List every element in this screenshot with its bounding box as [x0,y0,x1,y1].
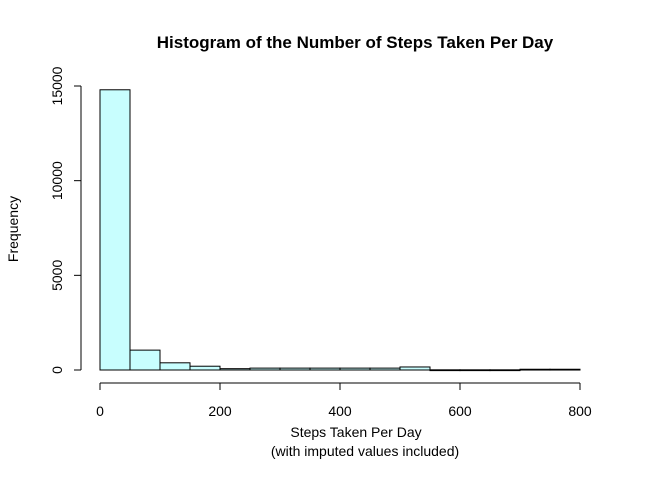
histogram-bar [489,369,521,372]
y-tick-label: 5000 [49,260,65,291]
histogram-bar [159,362,191,371]
histogram-bar [429,369,461,372]
y-tick-label: 15000 [49,66,65,105]
chart-title: Histogram of the Number of Steps Taken P… [157,33,554,52]
x-axis-sublabel: (with imputed values included) [271,443,459,459]
x-axis-label: Steps Taken Per Day [290,424,421,440]
histogram-bar [99,89,131,371]
x-tick-label: 600 [448,403,472,419]
histogram-bar [339,367,371,371]
x-tick-label: 800 [568,403,592,419]
x-tick-label: 0 [96,403,104,419]
histogram-bar [549,368,581,371]
histogram-bar [519,368,551,371]
histogram-bar [129,349,161,371]
histogram-bar [309,367,341,371]
histogram-bar [459,369,491,372]
y-axis: 0 5000 10000 15000 [49,66,82,374]
x-axis: 0 200 400 600 800 [96,382,592,419]
y-tick-label: 0 [49,366,65,374]
x-tick-label: 400 [328,403,352,419]
y-axis-label: Frequency [5,196,21,262]
histogram-bar [369,367,401,371]
y-tick-label: 10000 [49,161,65,200]
histogram-bar [189,365,221,371]
histogram-bar [249,367,281,371]
histogram-bar [279,367,311,371]
x-tick-label: 200 [208,403,232,419]
histogram-bar [399,366,431,371]
histogram-bar [219,368,251,371]
bars-group [99,89,581,372]
